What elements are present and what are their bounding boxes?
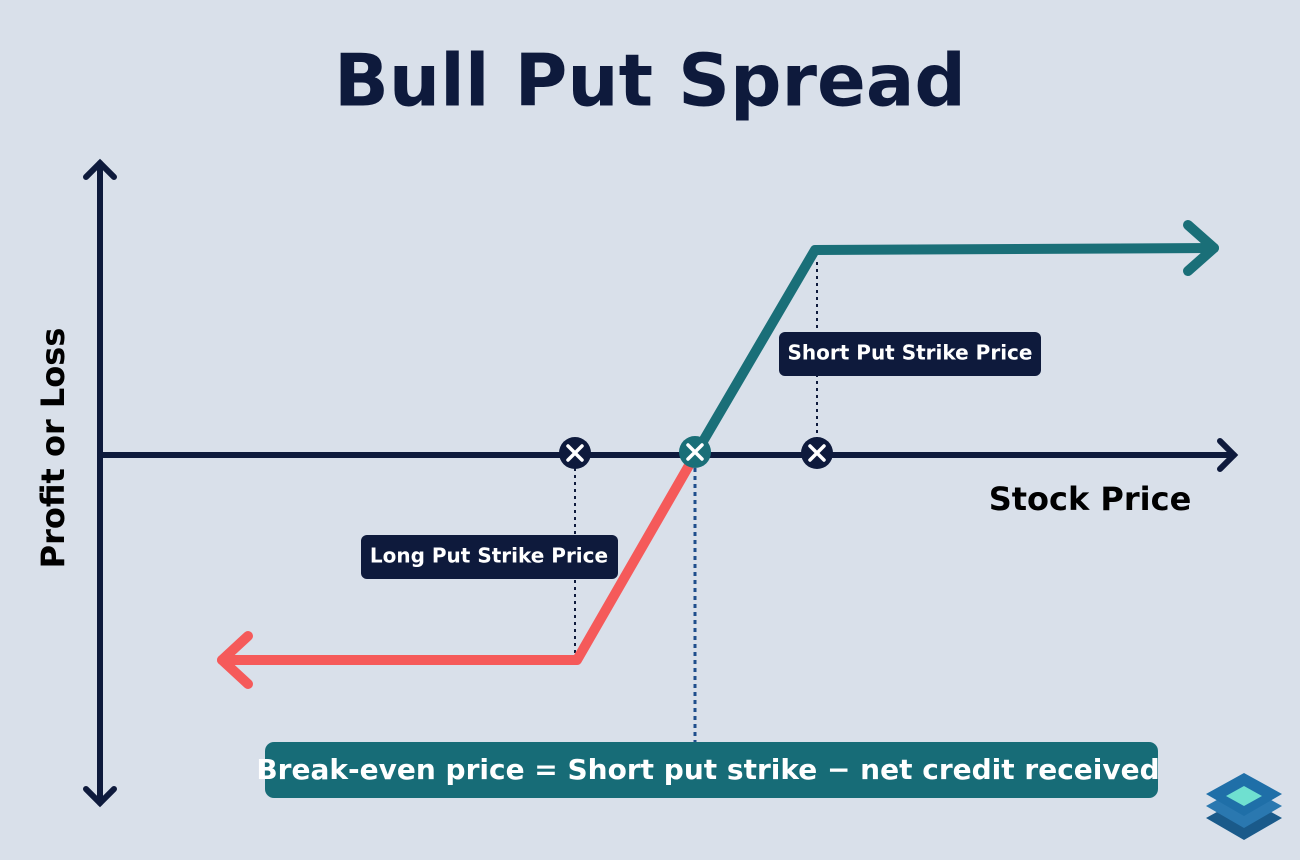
x-axis-label: Stock Price xyxy=(989,480,1192,518)
short-put-label-box xyxy=(779,332,1041,376)
loss-line xyxy=(217,450,700,689)
long-strike-marker xyxy=(559,437,591,469)
profit-line xyxy=(690,220,1219,460)
formula: Break-even price = Short put strike − ne… xyxy=(256,753,1159,786)
short-put-label: Short Put Strike Price xyxy=(788,341,1033,365)
y-axis xyxy=(83,158,117,808)
break-even-marker xyxy=(679,436,711,468)
x-axis xyxy=(97,438,1239,472)
formula-box xyxy=(265,742,1158,798)
short-strike-marker xyxy=(801,437,833,469)
long-put-label: Long Put Strike Price xyxy=(370,544,608,568)
y-axis-label: Profit or Loss xyxy=(34,328,72,569)
logo xyxy=(1206,773,1282,840)
title: Bull Put Spread xyxy=(334,39,966,123)
long-put-label-box xyxy=(361,535,618,579)
